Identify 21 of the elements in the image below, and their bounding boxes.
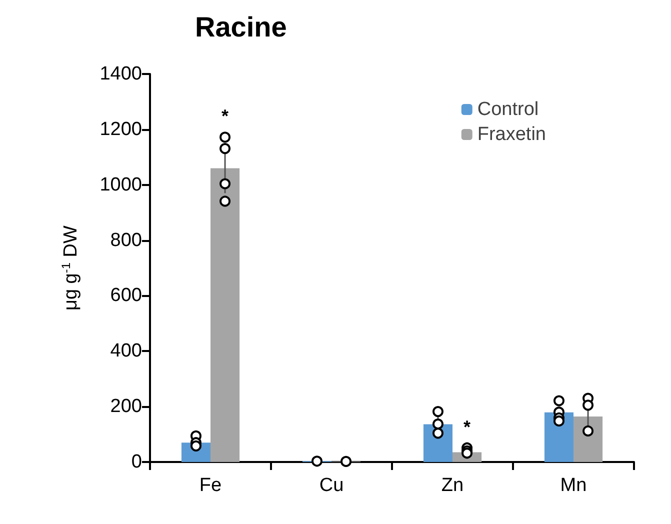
y-tick-label: 600 xyxy=(110,285,142,306)
y-axis-title: μg g-1 DW xyxy=(59,225,82,310)
y-tick-label: 1400 xyxy=(100,64,142,84)
y-tick-label: 400 xyxy=(110,340,142,362)
x-tick-label: Fe xyxy=(199,475,222,496)
legend-label: Fraxetin xyxy=(477,124,546,145)
chart-title: Racine xyxy=(195,12,287,42)
y-tick-label: 800 xyxy=(110,230,142,251)
annotation: * xyxy=(464,416,471,437)
y-tick-label: 0 xyxy=(131,452,142,472)
y-tick-label: 1000 xyxy=(100,174,142,196)
x-tick-label: Mn xyxy=(560,475,587,496)
annotation: * xyxy=(222,106,229,126)
x-tick-label: Cu xyxy=(319,475,344,496)
x-tick-label: Zn xyxy=(441,475,464,496)
bar xyxy=(574,416,603,462)
y-tick-label: 1200 xyxy=(100,118,142,140)
y-tick-label: 200 xyxy=(110,396,142,418)
legend-label: Control xyxy=(477,99,539,120)
bar xyxy=(544,412,574,462)
bar xyxy=(210,168,240,462)
